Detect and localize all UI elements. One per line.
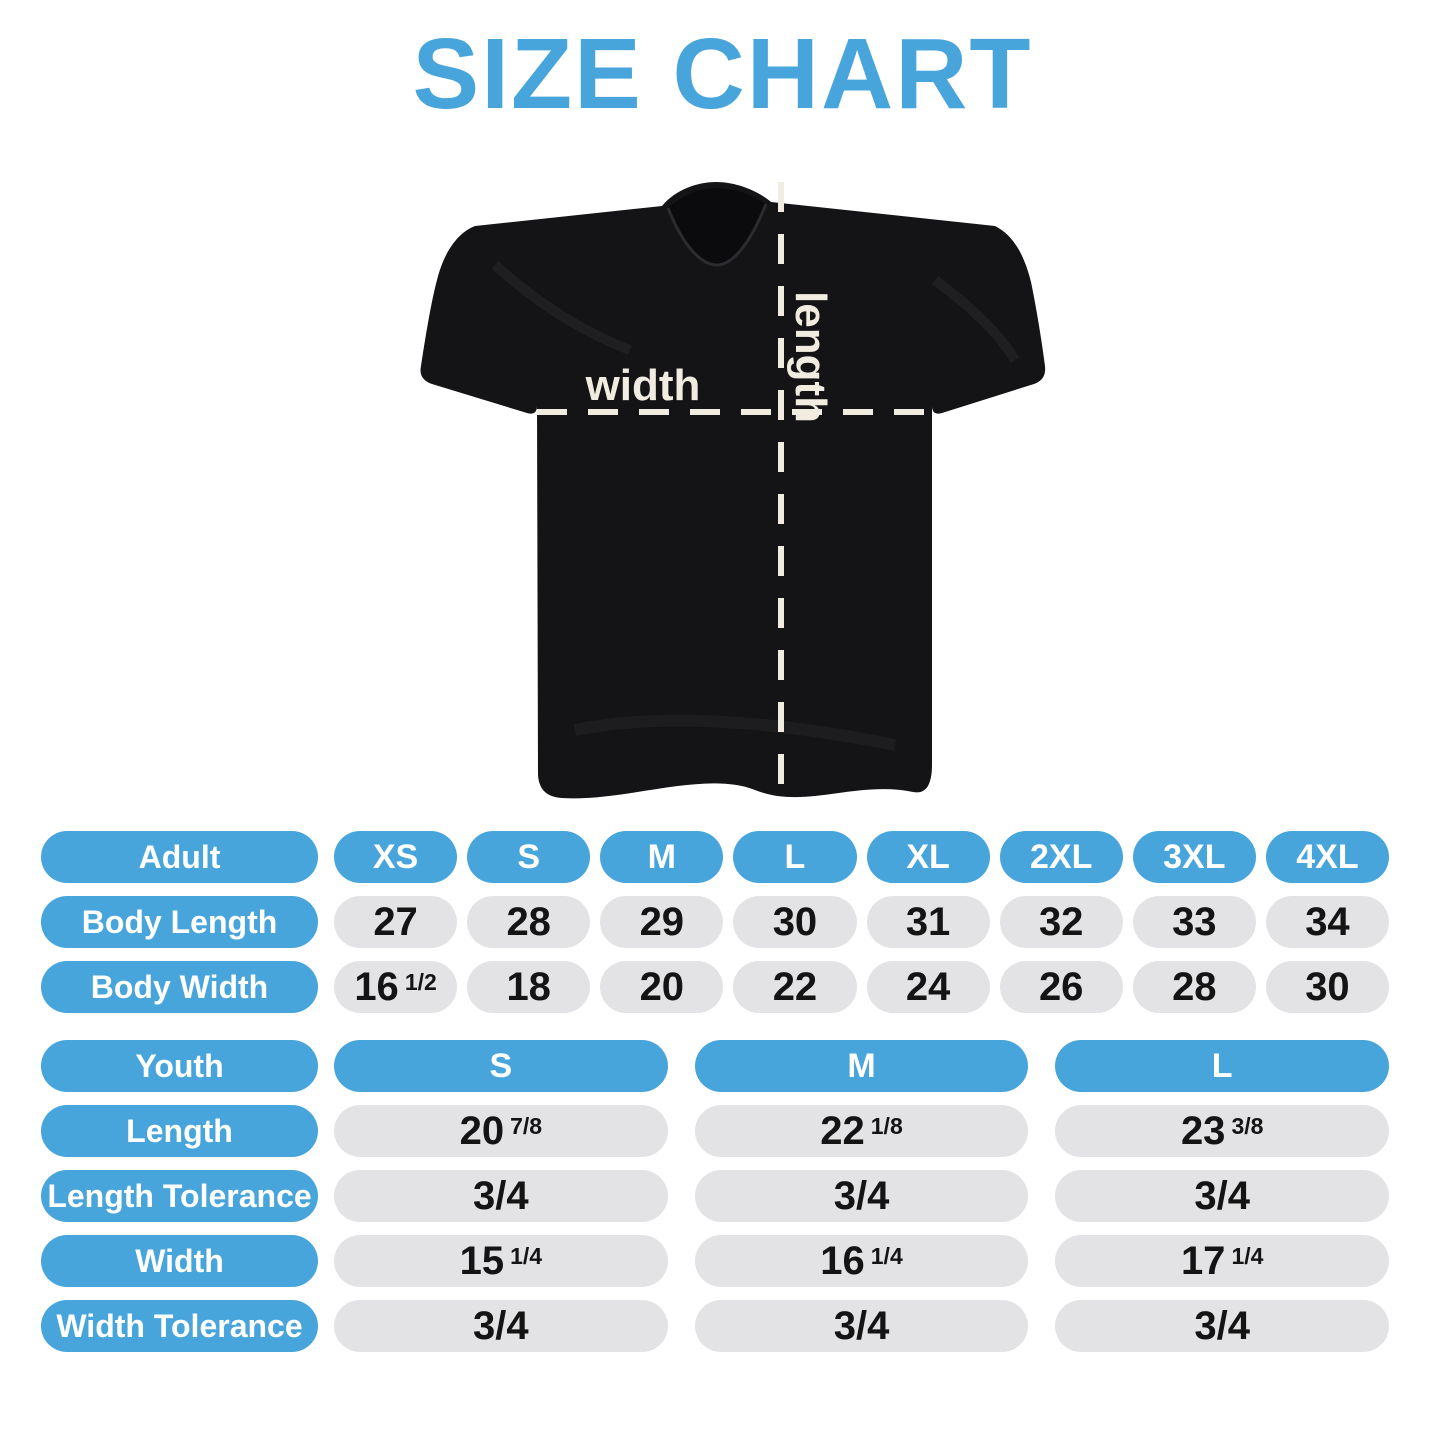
size-header-pill: 4XL <box>1265 831 1389 883</box>
value-number: 24 <box>905 964 951 1009</box>
value-number: 34 <box>1305 899 1350 944</box>
value-fraction: 1/2 <box>404 968 437 995</box>
value-number: 20 <box>459 1108 505 1153</box>
value-number: 31 <box>905 899 951 944</box>
value-fraction: 1/4 <box>870 1242 903 1269</box>
value-number: 32 <box>1038 899 1084 944</box>
value-number: 3/4 <box>473 1303 529 1348</box>
value-pill: 30 <box>733 896 857 948</box>
value-number: 16 <box>820 1238 865 1283</box>
size-header-pill: 3XL <box>1132 831 1256 883</box>
table-row: Length 20 7/8 22 1/8 23 3/8 <box>41 1105 1390 1157</box>
value-pill: 20 7/8 <box>334 1105 668 1157</box>
value-pill: 3/4 <box>1055 1170 1390 1222</box>
value-number: 16 <box>354 964 399 1009</box>
value-pill: 17 1/4 <box>1055 1235 1390 1287</box>
row-label-pill: Body Length <box>41 896 318 948</box>
value-pill: 18 <box>467 961 591 1013</box>
value-pill: 3/4 <box>334 1170 668 1222</box>
length-label: length <box>786 291 835 423</box>
value-number: 3/4 <box>1194 1173 1250 1218</box>
size-header-pill: S <box>334 1040 668 1092</box>
value-number: 28 <box>1172 964 1217 1009</box>
size-header-pill: L <box>733 831 857 883</box>
tshirt-diagram: width length <box>420 182 1046 799</box>
value-pill: 23 3/8 <box>1055 1105 1390 1157</box>
value-number: 3/4 <box>833 1173 890 1218</box>
value-fraction: 7/8 <box>510 1112 543 1139</box>
value-pill: 24 <box>866 961 990 1013</box>
value-number: 27 <box>373 899 418 944</box>
youth-size-table: Youth S M L Length 20 7/8 22 1/8 23 3/8 Length Tole… <box>41 1040 1390 1365</box>
row-label-pill: Width <box>41 1235 318 1287</box>
value-pill: 28 <box>1132 961 1256 1013</box>
value-number: 22 <box>820 1108 865 1153</box>
value-pill: 22 <box>733 961 857 1013</box>
size-header-pill: M <box>600 831 724 883</box>
value-pill: 26 <box>999 961 1123 1013</box>
adult-size-table: Adult XS S M L XL 2XL 3XL 4XL Body Length 27 28 29 30… <box>41 831 1389 1026</box>
table-header-label-pill: Youth <box>41 1040 318 1092</box>
value-number: 30 <box>1305 964 1350 1009</box>
value-pill: 3/4 <box>694 1170 1029 1222</box>
value-pill: 28 <box>467 896 591 948</box>
value-number: 22 <box>772 964 818 1009</box>
value-number: 18 <box>506 964 551 1009</box>
value-fraction: 1/4 <box>1231 1242 1264 1269</box>
value-pill: 3/4 <box>1055 1300 1390 1352</box>
value-number: 28 <box>506 899 551 944</box>
width-label: width <box>585 361 701 410</box>
value-pill: 33 <box>1132 896 1256 948</box>
size-header-pill: XS <box>334 831 458 883</box>
table-row: Youth S M L <box>41 1040 1390 1092</box>
value-pill: 22 1/8 <box>694 1105 1029 1157</box>
value-pill: 32 <box>999 896 1123 948</box>
value-number: 3/4 <box>473 1173 529 1218</box>
page-title: SIZE CHART <box>412 18 1033 130</box>
value-number: 23 <box>1180 1108 1226 1153</box>
value-pill: 20 <box>600 961 724 1013</box>
value-pill: 29 <box>600 896 724 948</box>
size-header-pill: S <box>467 831 591 883</box>
value-number: 29 <box>639 899 685 944</box>
value-number: 20 <box>639 964 685 1009</box>
value-pill: 3/4 <box>694 1300 1029 1352</box>
row-label-pill: Body Width <box>41 961 318 1013</box>
size-header-pill: XL <box>866 831 990 883</box>
tshirt-collar <box>668 188 766 265</box>
row-label-pill: Length Tolerance <box>41 1170 318 1222</box>
value-pill: 3/4 <box>334 1300 668 1352</box>
value-number: 15 <box>459 1238 505 1283</box>
value-number: 3/4 <box>833 1303 890 1348</box>
table-row: Adult XS S M L XL 2XL 3XL 4XL <box>41 831 1389 883</box>
table-row: Width Tolerance 3/4 3/4 3/4 <box>41 1300 1390 1352</box>
tshirt-silhouette <box>420 182 1046 799</box>
value-number: 3/4 <box>1194 1303 1250 1348</box>
value-pill: 16 1/2 <box>334 961 458 1013</box>
value-pill: 30 <box>1265 961 1389 1013</box>
value-number: 26 <box>1038 964 1084 1009</box>
table-header-label-pill: Adult <box>41 831 318 883</box>
value-pill: 15 1/4 <box>334 1235 668 1287</box>
value-number: 33 <box>1172 899 1217 944</box>
value-fraction: 1/4 <box>510 1242 543 1269</box>
value-number: 17 <box>1180 1238 1226 1283</box>
value-pill: 34 <box>1265 896 1389 948</box>
size-header-pill: 2XL <box>999 831 1123 883</box>
size-header-pill: M <box>694 1040 1029 1092</box>
value-pill: 31 <box>866 896 990 948</box>
value-pill: 27 <box>334 896 458 948</box>
value-fraction: 1/8 <box>870 1112 903 1139</box>
table-row: Body Length 27 28 29 30 31 32 33 34 <box>41 896 1389 948</box>
table-row: Width 15 1/4 16 1/4 17 1/4 <box>41 1235 1390 1287</box>
table-row: Length Tolerance 3/4 3/4 3/4 <box>41 1170 1390 1222</box>
value-number: 30 <box>772 899 818 944</box>
table-row: Body Width 16 1/2 18 20 22 24 26 28 30 <box>41 961 1389 1013</box>
value-pill: 16 1/4 <box>694 1235 1029 1287</box>
row-label-pill: Width Tolerance <box>41 1300 318 1352</box>
row-label-pill: Length <box>41 1105 318 1157</box>
value-fraction: 3/8 <box>1231 1112 1264 1139</box>
size-header-pill: L <box>1055 1040 1390 1092</box>
